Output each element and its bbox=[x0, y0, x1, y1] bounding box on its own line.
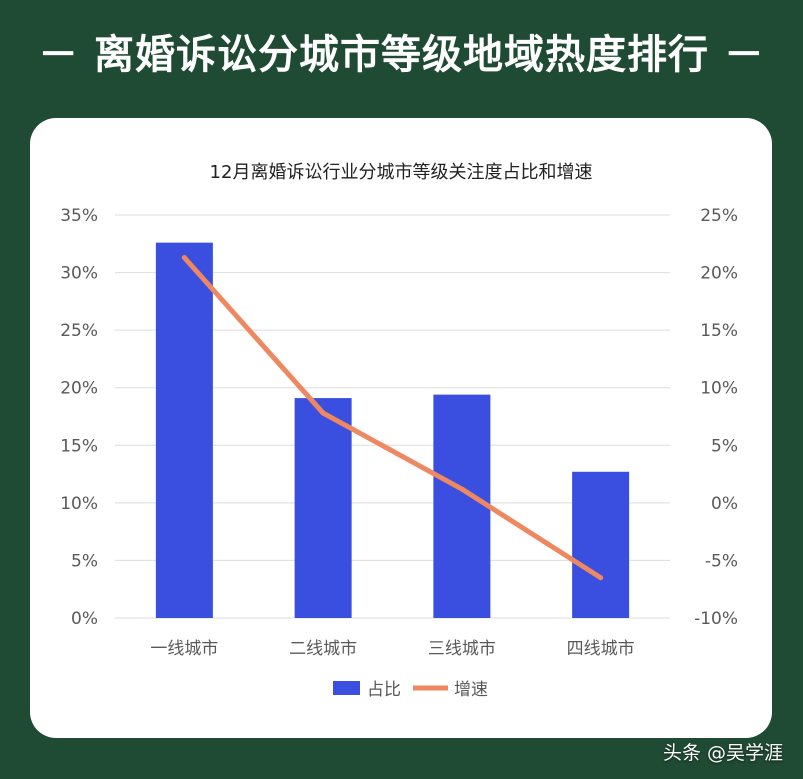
growth-line bbox=[181, 255, 604, 581]
chart-title: 12月离婚诉讼行业分城市等级关注度占比和增速 bbox=[210, 162, 593, 183]
left-tick-label: 20% bbox=[60, 379, 98, 399]
legend-line-label: 增速 bbox=[454, 680, 488, 700]
right-tick-label: 0% bbox=[711, 494, 738, 514]
left-tick-label: 30% bbox=[60, 264, 98, 284]
bar bbox=[155, 242, 213, 618]
x-axis: 一线城市 二线城市 三线城市 四线城市 bbox=[150, 639, 634, 659]
left-tick-label: 0% bbox=[71, 609, 98, 629]
category-label: 一线城市 bbox=[150, 639, 218, 659]
right-tick-label: 5% bbox=[711, 436, 738, 456]
bar bbox=[294, 398, 352, 618]
growth-point bbox=[181, 255, 187, 261]
right-tick-label: -10% bbox=[694, 609, 738, 629]
chart-svg: 12月离婚诉讼行业分城市等级关注度占比和增速 0% 5% 10% 15% 20% 25% 3… bbox=[60, 162, 738, 700]
right-tick-label: 25% bbox=[700, 206, 738, 226]
right-y-axis: -10% -5% 0% 5% 10% 15% 20% 25% bbox=[694, 206, 738, 629]
right-tick-label: 15% bbox=[700, 321, 738, 341]
left-y-axis: 0% 5% 10% 15% 20% 25% 30% 35% bbox=[60, 206, 98, 629]
growth-point bbox=[598, 575, 604, 581]
right-tick-label: 10% bbox=[700, 379, 738, 399]
page-headline: － 离婚诉讼分城市等级地域热度排行 － bbox=[38, 32, 765, 78]
right-tick-label: -5% bbox=[705, 551, 738, 571]
category-label: 四线城市 bbox=[567, 639, 635, 659]
chart-card: 12月离婚诉讼行业分城市等级关注度占比和增速 0% 5% 10% 15% 20% 25% 3… bbox=[30, 118, 772, 738]
line-series bbox=[181, 255, 604, 581]
category-label: 二线城市 bbox=[289, 639, 357, 659]
left-tick-label: 15% bbox=[60, 436, 98, 456]
growth-point bbox=[459, 486, 465, 492]
bar-series bbox=[155, 242, 630, 618]
bar bbox=[433, 394, 491, 618]
left-tick-label: 5% bbox=[71, 551, 98, 571]
legend-bar-label: 占比 bbox=[367, 680, 401, 700]
legend-bar-swatch bbox=[333, 681, 360, 695]
bar bbox=[572, 471, 630, 618]
left-tick-label: 35% bbox=[60, 206, 98, 226]
watermark: 头条 @吴学涯 bbox=[662, 742, 783, 764]
left-tick-label: 25% bbox=[60, 321, 98, 341]
category-label: 三线城市 bbox=[428, 639, 496, 659]
left-tick-label: 10% bbox=[60, 494, 98, 514]
growth-point bbox=[320, 410, 326, 416]
legend: 占比 增速 bbox=[333, 680, 488, 700]
right-tick-label: 20% bbox=[700, 264, 738, 284]
